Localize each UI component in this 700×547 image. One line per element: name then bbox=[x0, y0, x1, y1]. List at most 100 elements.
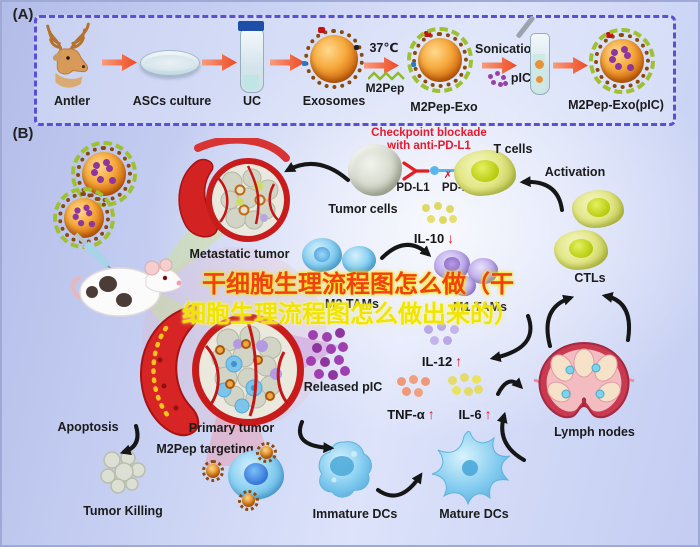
il12-text: IL-12 bbox=[421, 353, 453, 369]
label-temperature: 37℃ bbox=[369, 41, 399, 55]
il6-dots-icon bbox=[448, 376, 457, 385]
mature-dc-icon bbox=[431, 430, 511, 506]
tnf-text: TNF-α bbox=[387, 406, 425, 422]
label-il10: IL-10 ↓ bbox=[402, 230, 466, 246]
ctl-cell-icon bbox=[572, 190, 624, 228]
targeted-cell-nucleus bbox=[244, 463, 268, 485]
il6-up-arrow: ↑ bbox=[484, 406, 492, 422]
m1-tam-cell-icon bbox=[452, 276, 476, 296]
panel-b-letter: (B) bbox=[12, 125, 34, 142]
arrow-to-m1-tams bbox=[489, 314, 533, 362]
ctl-nucleus bbox=[569, 238, 594, 258]
petri-dish-icon bbox=[140, 50, 200, 76]
t-cell-nucleus bbox=[471, 160, 500, 183]
tnf-dots-icon bbox=[397, 377, 406, 386]
label-immature-dcs: Immature DCs bbox=[312, 507, 398, 521]
watermark-line1: 干细胞生理流程图怎么做（干 bbox=[202, 271, 514, 298]
label-tumor-killing: Tumor Killing bbox=[83, 504, 163, 518]
label-checkpoint-line1: Checkpoint blockade bbox=[371, 127, 487, 139]
immature-dc-icon bbox=[318, 441, 372, 498]
m2-tam-cell-icon bbox=[342, 246, 376, 274]
il10-dots-icon bbox=[422, 204, 430, 212]
il10-down-arrow: ↓ bbox=[447, 230, 455, 246]
ctl-cell-icon bbox=[554, 230, 608, 270]
m2pep-exo-icon bbox=[407, 27, 473, 93]
exosome-speck bbox=[318, 27, 325, 33]
exosome-speck bbox=[302, 61, 307, 66]
targeting-exosome-icon bbox=[256, 442, 277, 463]
label-mature-dcs: Mature DCs bbox=[439, 507, 509, 521]
anti-pdl1-antibody-icon bbox=[402, 161, 430, 181]
arrow-right-icon bbox=[202, 54, 237, 71]
blocked-x-icon: ✗ bbox=[443, 170, 453, 181]
deer-antler-icon bbox=[46, 22, 90, 88]
label-pd-l1: PD-L1 bbox=[396, 182, 430, 194]
panel-a-letter: (A) bbox=[12, 6, 34, 23]
il6-text: IL-6 bbox=[458, 406, 482, 422]
lymph-node-icon bbox=[533, 341, 635, 419]
m1-tam-cell-icon bbox=[434, 250, 470, 280]
label-antler: Antler bbox=[53, 94, 91, 108]
arrow-activation bbox=[519, 176, 564, 212]
label-m2pep-targeting: M2Pep targeting bbox=[156, 442, 254, 456]
targeting-exosome-icon bbox=[238, 490, 259, 511]
arrow-to-lymph-node bbox=[496, 377, 524, 396]
tube-cap bbox=[238, 21, 264, 31]
tube-liquid bbox=[243, 75, 259, 90]
pic-cargo-dots bbox=[611, 48, 619, 56]
primary-tumor-icon bbox=[140, 304, 304, 437]
label-m2pep-exo-pic: M2Pep-Exo(pIC) bbox=[568, 98, 664, 112]
arrow-to-metastatic-tumor bbox=[284, 162, 350, 182]
exosome-speck bbox=[606, 32, 613, 38]
label-il12: IL-12 ↑ bbox=[408, 353, 476, 369]
label-t-cells: T cells bbox=[493, 142, 533, 156]
label-m2pep: M2Pep bbox=[365, 81, 405, 95]
ctl-nucleus bbox=[586, 198, 610, 217]
metastatic-tumor-icon bbox=[178, 138, 290, 242]
label-metastatic-tumor: Metastatic tumor bbox=[189, 247, 290, 261]
pic-cargo-dots bbox=[74, 207, 82, 214]
label-m2-tams: M2 TAMs bbox=[325, 297, 379, 311]
arrow-lymph-to-ctl-right bbox=[601, 292, 631, 342]
label-pic: pIC bbox=[510, 71, 532, 85]
label-primary-tumor: Primary tumor bbox=[188, 421, 275, 435]
m1-tam-nucleus bbox=[444, 257, 460, 271]
il10-text: IL-10 bbox=[413, 230, 445, 246]
label-uc: UC bbox=[242, 94, 262, 108]
sonication-tube-icon bbox=[530, 33, 550, 95]
pd1-receptor-icon bbox=[439, 169, 465, 172]
m2pep-peptide-icon bbox=[368, 71, 405, 81]
label-activation: Activation bbox=[544, 165, 606, 179]
arrow-lymph-to-ctl-left bbox=[545, 294, 575, 348]
label-checkpoint-line2: with anti-PD-L1 bbox=[387, 140, 471, 152]
m2-tam-nucleus bbox=[313, 246, 331, 262]
tube-exosome-dot bbox=[535, 60, 544, 69]
exosome-speck bbox=[354, 45, 359, 50]
mouse-icon bbox=[70, 232, 182, 317]
arrow-mature-dc-up bbox=[496, 411, 526, 462]
m2pep-exo-pic-icon bbox=[589, 28, 655, 94]
exosome-speck bbox=[424, 31, 431, 37]
arrow-apoptosis bbox=[119, 424, 140, 456]
tube-exosome-dot bbox=[536, 76, 543, 83]
label-tumor-cells: Tumor cells bbox=[328, 202, 398, 216]
pic-dots-icon bbox=[488, 74, 493, 79]
label-il6: IL-6 ↑ bbox=[446, 406, 504, 422]
arrow-right-icon bbox=[102, 54, 137, 71]
label-sonication: Sonication bbox=[475, 42, 539, 56]
label-ctls: CTLs bbox=[574, 271, 606, 285]
pdl1-ligand-icon bbox=[430, 166, 439, 175]
arrow-m2-to-m1 bbox=[380, 243, 432, 260]
label-lymph-nodes: Lymph nodes bbox=[554, 425, 635, 439]
exosome-speck bbox=[411, 62, 416, 67]
targeting-exosome-icon bbox=[202, 460, 224, 482]
arrow-right-icon bbox=[482, 57, 517, 74]
il12-up-arrow: ↑ bbox=[455, 353, 463, 369]
pic-cargo-dots bbox=[93, 161, 101, 169]
arrow-immature-to-mature bbox=[376, 472, 423, 498]
centrifuge-tube-icon bbox=[238, 21, 264, 93]
label-tnf: TNF-α ↑ bbox=[374, 406, 448, 422]
tnf-up-arrow: ↑ bbox=[427, 406, 435, 422]
t-cell-icon bbox=[454, 150, 516, 196]
tumor-cell-icon bbox=[348, 144, 402, 196]
